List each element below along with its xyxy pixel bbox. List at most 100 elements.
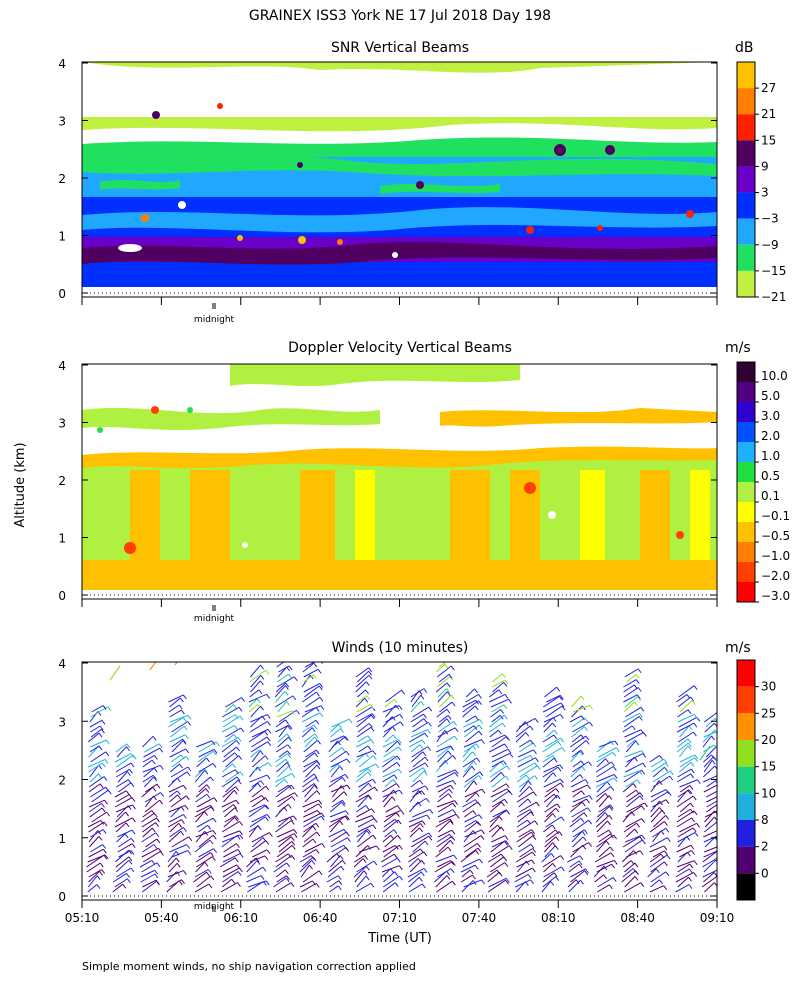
y-tick-label: 2 xyxy=(58,172,66,186)
wind-barb-flag xyxy=(131,797,136,802)
wind-barb xyxy=(144,783,158,793)
wind-barb xyxy=(169,709,182,718)
wind-barb xyxy=(330,758,348,768)
wind-barb-flag xyxy=(398,865,403,870)
wind-barb-flag xyxy=(101,720,106,725)
wind-barb-flag xyxy=(210,852,214,857)
wind-barb xyxy=(464,843,478,853)
wind-barb xyxy=(517,757,536,768)
wind-barb xyxy=(438,788,450,798)
wind-barb xyxy=(596,806,610,818)
wind-barb xyxy=(490,765,508,778)
wind-barb xyxy=(570,801,583,813)
wind-barb-flag xyxy=(396,783,400,788)
wind-barb-flag xyxy=(694,832,699,837)
wind-barb xyxy=(385,805,398,813)
panel-title-doppler: Doppler Velocity Vertical Beams xyxy=(288,340,512,356)
wind-barb-flag xyxy=(669,775,674,781)
wind-barb-flag xyxy=(239,834,244,840)
wind-barb-flag xyxy=(393,853,398,859)
wind-barb xyxy=(276,845,293,858)
wind-barb-flag xyxy=(581,790,585,796)
wind-barb xyxy=(463,775,479,788)
wind-barb-flag xyxy=(556,803,561,809)
wind-barb-flag xyxy=(208,883,213,889)
wind-barb xyxy=(677,789,690,798)
wind-barb-flag xyxy=(397,835,402,840)
wind-barb-flag xyxy=(182,827,187,832)
wind-barb-flag xyxy=(235,799,240,805)
wind-barb-flag xyxy=(176,790,181,796)
wind-barb xyxy=(595,761,612,773)
wind-barb-flag xyxy=(615,747,620,752)
wind-barb xyxy=(542,757,555,768)
wind-barb-flag xyxy=(502,760,507,766)
wind-barb xyxy=(304,790,318,803)
wind-barb xyxy=(167,819,182,828)
wind-barb-flag xyxy=(104,854,109,860)
wind-barb-flag xyxy=(396,857,401,863)
wind-barb xyxy=(303,683,320,693)
colorbar-label: 2.0 xyxy=(761,429,780,443)
wind-barb-flag xyxy=(344,816,349,821)
wind-barb xyxy=(593,865,605,878)
wind-barb xyxy=(569,860,580,868)
wind-barb-flag xyxy=(290,784,295,790)
wind-barb-flag xyxy=(584,779,589,784)
wind-barb xyxy=(303,810,318,818)
wind-barb-flag xyxy=(287,744,292,750)
wind-barb xyxy=(220,882,238,893)
wind-barb-flag xyxy=(448,788,453,794)
wind-barb-flag xyxy=(264,797,269,803)
wind-barb xyxy=(302,724,315,733)
wind-barb-flag xyxy=(696,779,701,785)
wind-barb-flag xyxy=(693,722,698,728)
wind-barb-flag xyxy=(340,865,345,871)
wind-barb-flag xyxy=(338,724,343,729)
wind-barb-flag xyxy=(97,830,102,835)
wind-barb-flag xyxy=(508,845,513,850)
wind-barb xyxy=(650,871,667,883)
wind-barb xyxy=(677,863,691,873)
colorbar-swatch xyxy=(737,114,755,141)
wind-barb xyxy=(411,785,426,793)
wind-barb-flag xyxy=(130,867,135,873)
wind-barb-flag xyxy=(474,799,479,804)
wind-barb xyxy=(141,817,157,828)
wind-barb xyxy=(278,709,297,723)
wind-barb-flag xyxy=(395,704,400,710)
wind-barb-flag xyxy=(345,736,349,742)
wind-barb xyxy=(439,701,453,713)
wind-barb-flag xyxy=(296,709,300,715)
wind-barb-flag xyxy=(531,851,536,857)
wind-barb-flag xyxy=(179,697,184,703)
wind-barb-flag xyxy=(291,796,296,801)
wind-barb xyxy=(382,834,392,843)
wind-barb xyxy=(650,758,665,768)
wind-barb xyxy=(251,813,268,823)
wind-barb xyxy=(676,742,689,753)
wind-barb xyxy=(679,822,697,833)
wind-barb xyxy=(305,749,317,758)
wind-barb-flag xyxy=(452,802,457,808)
wind-barb-flag xyxy=(390,834,395,840)
wind-barb-flag xyxy=(185,756,190,761)
wind-barb-flag xyxy=(580,817,585,823)
colorbar-unit-doppler: m/s xyxy=(725,340,751,356)
wind-barb xyxy=(275,869,286,878)
wind-barb-flag xyxy=(531,867,536,873)
wind-barb-flag xyxy=(315,719,320,725)
wind-barb-flag xyxy=(665,799,670,804)
wind-barb-flag xyxy=(187,850,192,855)
wind-barb-flag xyxy=(287,753,291,758)
wind-barb xyxy=(198,784,208,793)
wind-barb xyxy=(357,695,368,703)
wind-barb-flag xyxy=(264,816,269,822)
wind-barb xyxy=(703,846,717,853)
wind-barb xyxy=(149,662,157,671)
wind-barb-flag xyxy=(637,668,642,674)
wind-barb xyxy=(118,782,132,793)
wind-barb-flag xyxy=(421,790,426,796)
wind-barb-flag xyxy=(128,849,133,855)
wind-barb-flag xyxy=(471,765,476,771)
